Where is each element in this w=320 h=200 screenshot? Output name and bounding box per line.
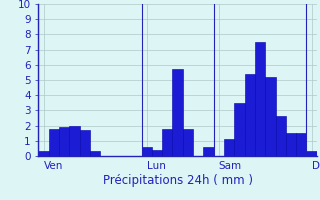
Bar xyxy=(255,42,265,156)
Bar xyxy=(172,69,183,156)
Bar xyxy=(38,151,49,156)
Bar xyxy=(265,77,276,156)
Bar xyxy=(307,151,317,156)
Bar xyxy=(234,103,244,156)
Bar xyxy=(296,133,307,156)
Bar xyxy=(59,127,69,156)
Bar xyxy=(141,147,152,156)
Bar xyxy=(90,151,100,156)
Bar xyxy=(49,129,59,156)
Bar xyxy=(276,116,286,156)
Bar xyxy=(69,126,80,156)
Bar xyxy=(80,130,90,156)
Bar xyxy=(224,139,234,156)
Bar xyxy=(162,129,172,156)
Bar xyxy=(183,129,193,156)
Bar xyxy=(244,74,255,156)
Bar xyxy=(286,133,296,156)
X-axis label: Précipitations 24h ( mm ): Précipitations 24h ( mm ) xyxy=(103,174,252,187)
Bar xyxy=(204,147,214,156)
Bar xyxy=(152,150,162,156)
